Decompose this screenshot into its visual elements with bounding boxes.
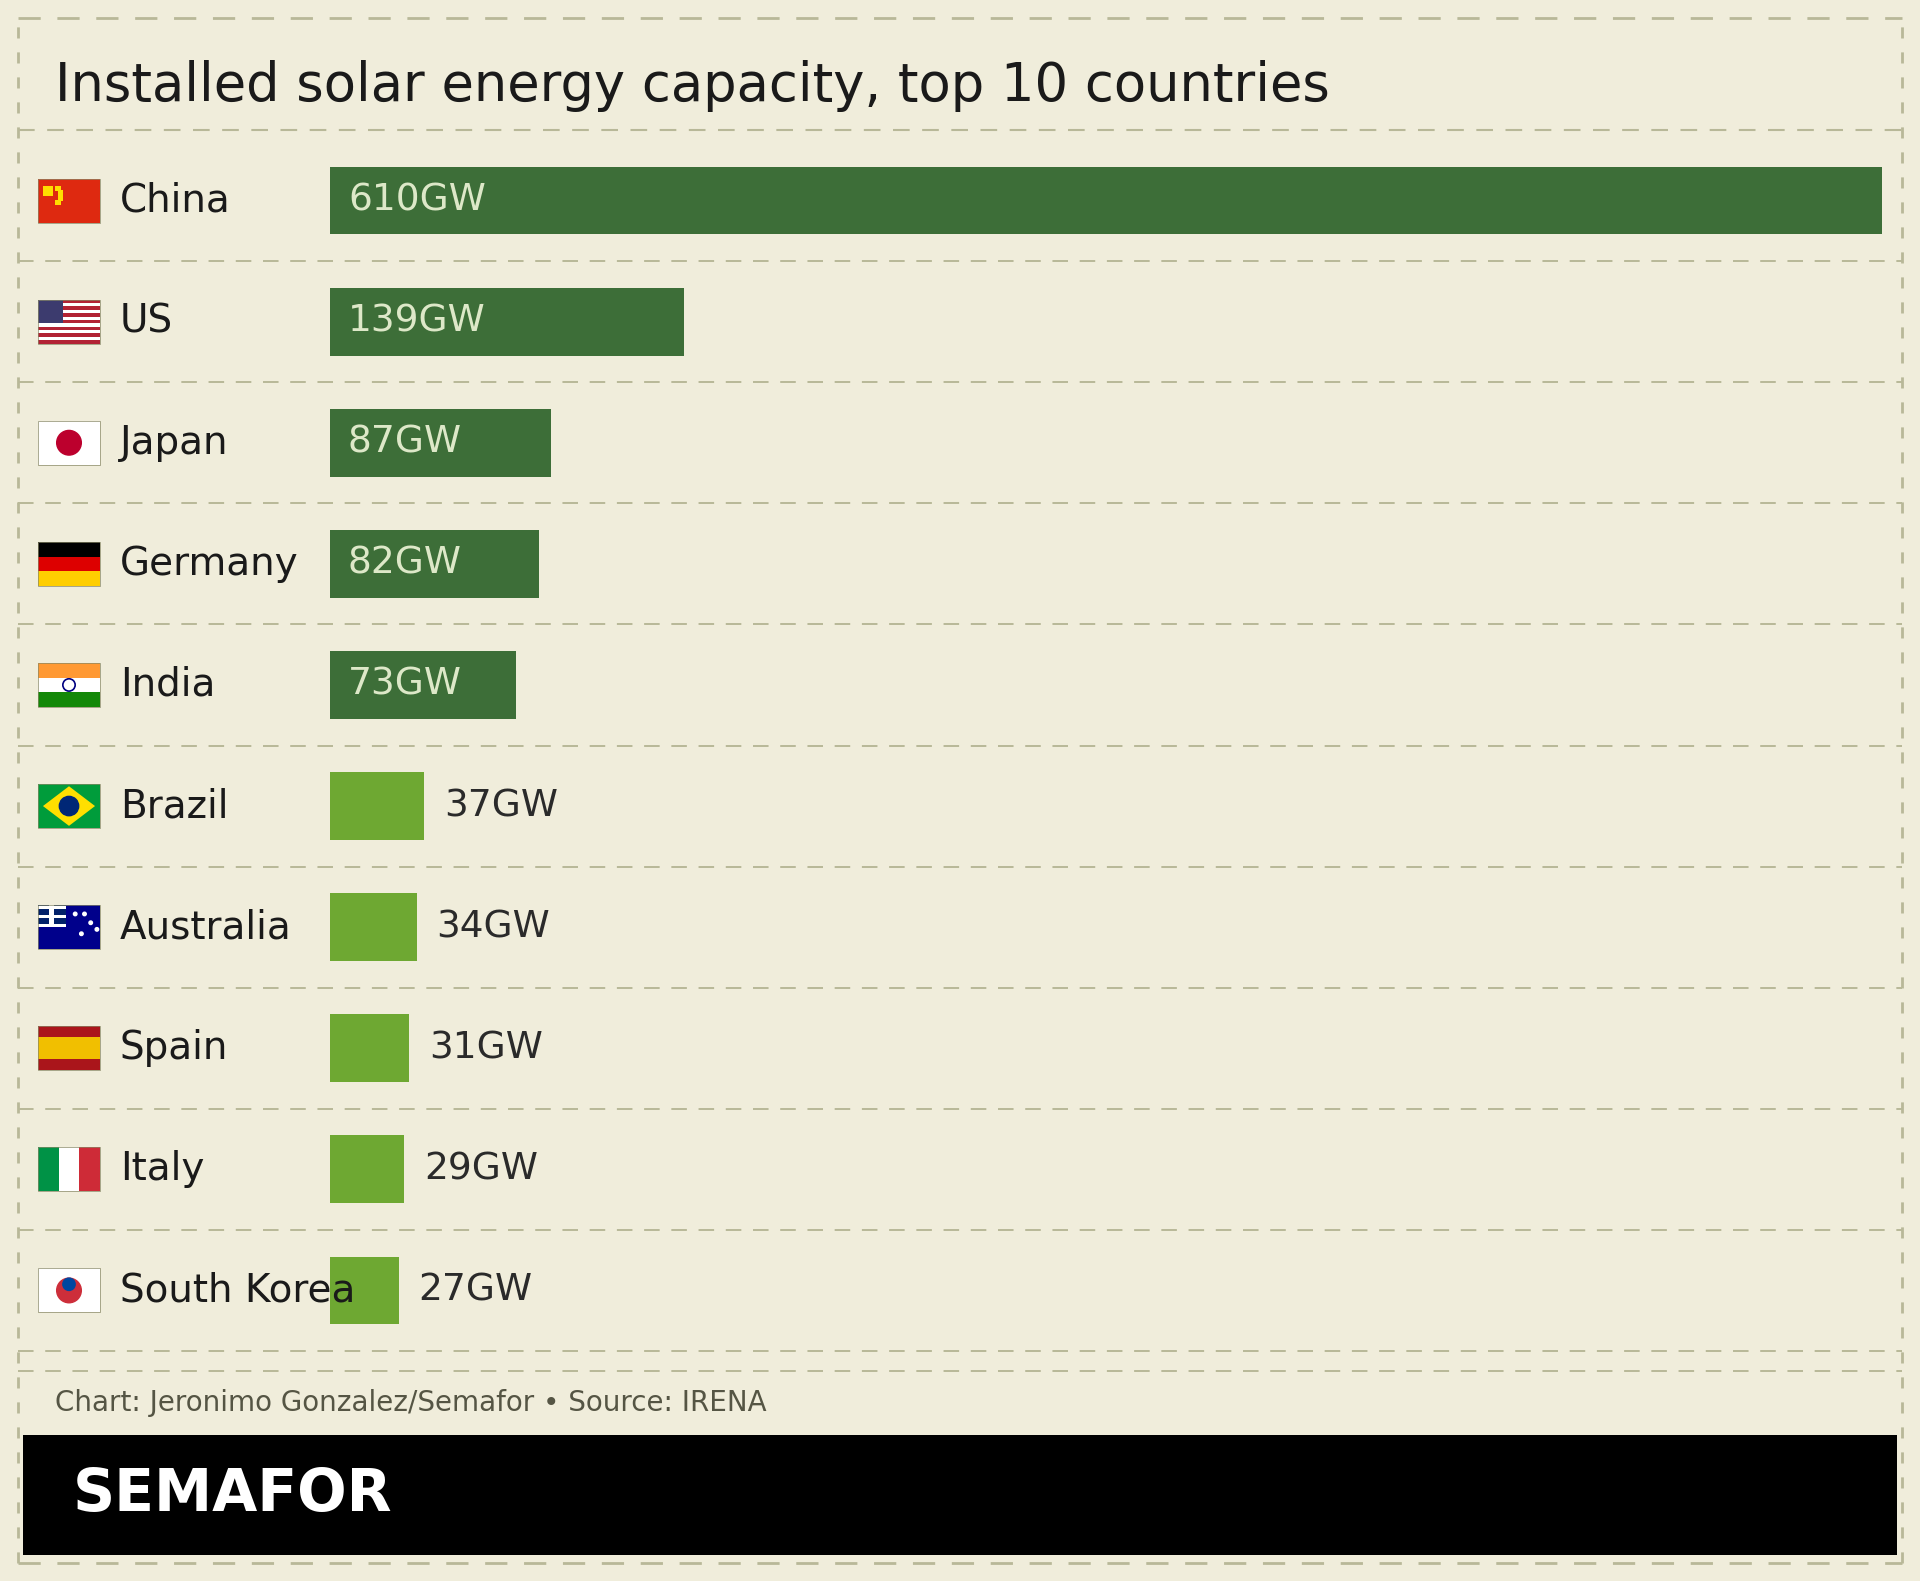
Bar: [330, 651, 516, 719]
Bar: [38, 923, 65, 926]
Circle shape: [60, 797, 79, 816]
Bar: [38, 1148, 100, 1192]
Text: 87GW: 87GW: [348, 425, 463, 460]
Bar: [38, 662, 100, 707]
Bar: [38, 334, 100, 337]
Bar: [330, 288, 684, 356]
Circle shape: [73, 912, 77, 915]
Bar: [56, 199, 61, 206]
Polygon shape: [42, 786, 94, 825]
Bar: [38, 313, 100, 316]
Bar: [38, 300, 100, 343]
Bar: [38, 692, 100, 707]
Bar: [58, 190, 63, 196]
Circle shape: [58, 1277, 81, 1303]
Bar: [38, 784, 100, 828]
Bar: [330, 1015, 409, 1081]
Bar: [56, 185, 61, 191]
Bar: [38, 337, 100, 340]
Bar: [38, 421, 100, 465]
Bar: [38, 906, 65, 909]
Bar: [58, 194, 63, 201]
Bar: [38, 557, 100, 571]
Text: SEMAFOR: SEMAFOR: [73, 1467, 392, 1524]
Bar: [38, 906, 65, 926]
Bar: [38, 906, 100, 949]
Circle shape: [83, 912, 86, 915]
Bar: [38, 310, 100, 313]
Text: Australia: Australia: [119, 907, 292, 945]
Bar: [38, 662, 100, 678]
Bar: [330, 1135, 403, 1203]
Bar: [38, 324, 100, 327]
Text: Japan: Japan: [119, 424, 228, 462]
Bar: [38, 327, 100, 330]
Bar: [79, 1148, 100, 1192]
Circle shape: [96, 928, 98, 931]
Bar: [38, 300, 63, 324]
Text: Brazil: Brazil: [119, 787, 228, 825]
Bar: [23, 1436, 1897, 1556]
Bar: [38, 542, 100, 557]
Bar: [38, 307, 100, 310]
Text: Italy: Italy: [119, 1151, 204, 1189]
Bar: [38, 316, 100, 319]
Bar: [38, 304, 100, 307]
Bar: [38, 1026, 100, 1070]
Circle shape: [88, 922, 92, 925]
Bar: [330, 1257, 399, 1325]
Text: 610GW: 610GW: [348, 182, 486, 218]
Bar: [38, 784, 100, 828]
Bar: [330, 409, 551, 476]
Bar: [38, 906, 100, 949]
Text: 27GW: 27GW: [419, 1273, 534, 1309]
Bar: [38, 340, 100, 343]
Bar: [38, 1268, 100, 1312]
Bar: [50, 906, 54, 926]
Bar: [38, 1268, 100, 1312]
Text: 34GW: 34GW: [436, 909, 551, 945]
Text: India: India: [119, 666, 215, 704]
Text: 139GW: 139GW: [348, 304, 486, 340]
Bar: [38, 1026, 100, 1070]
Text: South Korea: South Korea: [119, 1271, 355, 1309]
Text: US: US: [119, 302, 173, 340]
Bar: [38, 330, 100, 334]
Bar: [330, 772, 424, 840]
Text: Spain: Spain: [119, 1029, 228, 1067]
Text: Installed solar energy capacity, top 10 countries: Installed solar energy capacity, top 10 …: [56, 60, 1331, 112]
Bar: [38, 915, 65, 919]
Text: Germany: Germany: [119, 545, 300, 583]
Circle shape: [58, 430, 81, 455]
Bar: [330, 893, 417, 961]
Text: China: China: [119, 182, 230, 220]
Bar: [38, 571, 100, 587]
Circle shape: [79, 931, 83, 936]
Bar: [38, 421, 100, 465]
Bar: [38, 179, 100, 223]
Bar: [38, 1148, 60, 1192]
Text: 31GW: 31GW: [428, 1031, 543, 1066]
Bar: [38, 300, 100, 304]
Text: 37GW: 37GW: [444, 787, 559, 824]
Bar: [38, 319, 100, 324]
Bar: [60, 1148, 79, 1192]
Bar: [42, 187, 52, 196]
Bar: [330, 530, 540, 598]
Text: 73GW: 73GW: [348, 667, 463, 704]
Text: 29GW: 29GW: [424, 1151, 538, 1187]
Bar: [38, 542, 100, 587]
Bar: [38, 1037, 100, 1059]
Text: Chart: Jeronimo Gonzalez/Semafor • Source: IRENA: Chart: Jeronimo Gonzalez/Semafor • Sourc…: [56, 1390, 766, 1417]
Text: 82GW: 82GW: [348, 545, 463, 582]
Circle shape: [63, 1277, 75, 1290]
Bar: [38, 179, 100, 223]
Bar: [38, 678, 100, 692]
Bar: [330, 166, 1882, 234]
